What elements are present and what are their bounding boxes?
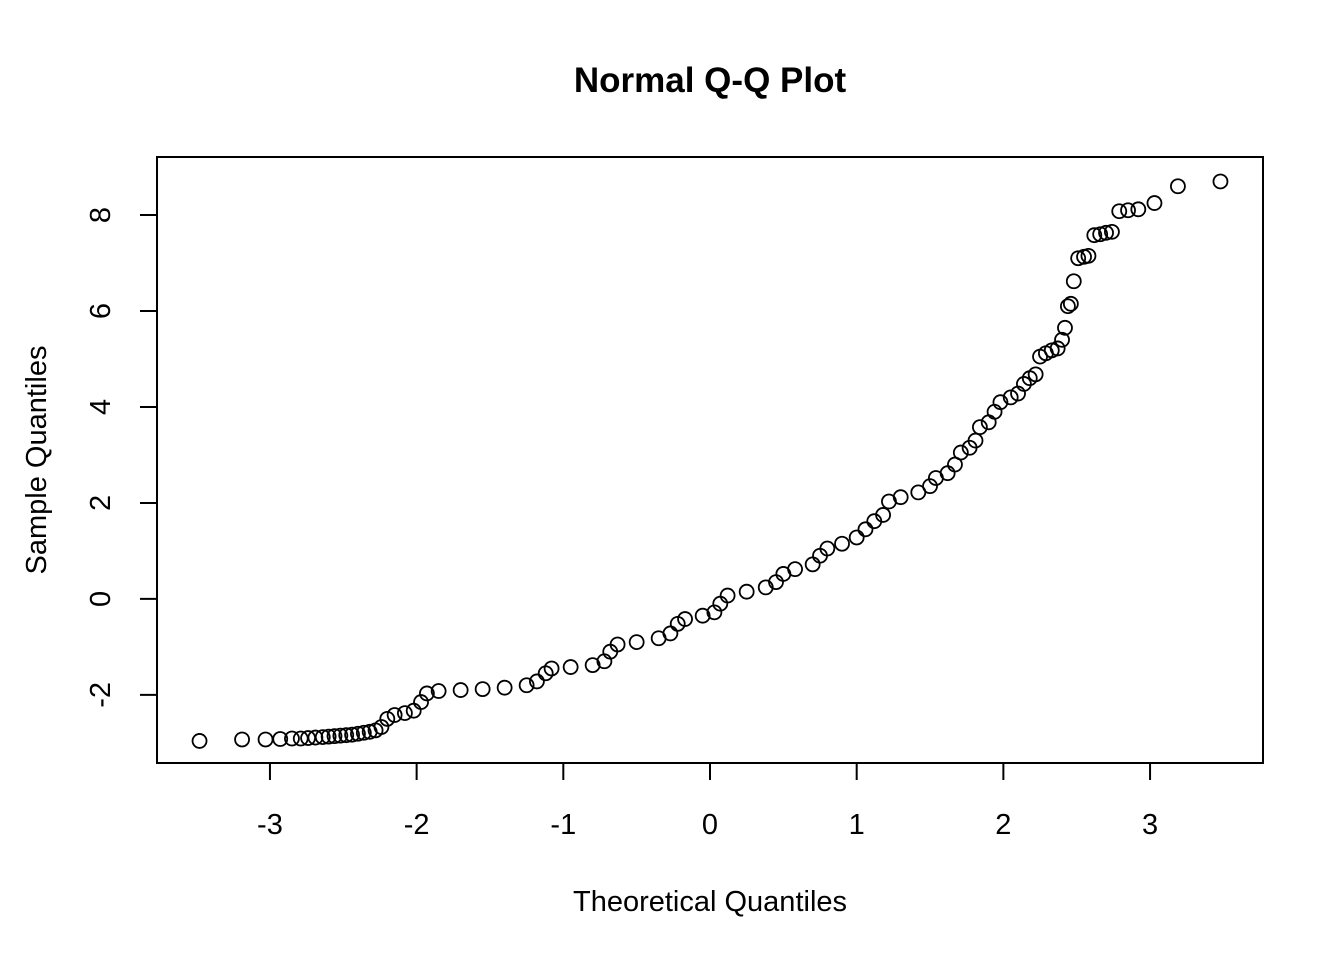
point [350, 725, 366, 742]
x-tick-label: -1 [550, 809, 576, 841]
point [332, 727, 349, 744]
point [1057, 319, 1073, 336]
y-axis-label: Sample Quantiles [21, 346, 53, 575]
point [418, 685, 435, 702]
point [1098, 224, 1114, 241]
point [452, 682, 469, 698]
x-tick-label: 2 [995, 809, 1011, 841]
y-tick-label: 6 [85, 303, 117, 319]
x-tick-label: 1 [849, 809, 865, 841]
point [992, 394, 1009, 411]
point [386, 707, 403, 723]
point [1080, 247, 1097, 264]
point [1065, 273, 1082, 290]
point [405, 702, 422, 719]
point [1054, 331, 1070, 348]
point [1016, 376, 1032, 392]
x-tick-label: -2 [404, 809, 430, 841]
point [971, 419, 988, 436]
point [804, 556, 821, 573]
point [584, 657, 601, 674]
point [677, 611, 693, 627]
point [1170, 178, 1186, 195]
point [952, 444, 969, 461]
point [1146, 195, 1163, 211]
point [326, 728, 343, 745]
point [1027, 366, 1044, 383]
point [834, 535, 850, 552]
point [609, 636, 626, 653]
point [848, 529, 865, 546]
point [939, 465, 956, 482]
point [191, 733, 208, 749]
point [257, 731, 274, 748]
point [1070, 250, 1087, 267]
x-tick-label: -3 [257, 809, 283, 841]
point [1060, 298, 1076, 315]
point [1212, 173, 1229, 190]
point [518, 677, 535, 694]
point [1049, 340, 1066, 357]
point [379, 710, 396, 727]
point [430, 683, 447, 699]
x-tick-label: 0 [702, 809, 718, 841]
point [396, 705, 413, 721]
point [628, 634, 645, 650]
point [234, 731, 250, 748]
y-tick-label: 8 [85, 207, 117, 223]
point [272, 731, 289, 747]
point [922, 478, 938, 495]
y-tick-label: -2 [85, 682, 117, 708]
point [344, 726, 360, 743]
point [719, 587, 736, 604]
point [1092, 226, 1109, 243]
point [1130, 201, 1147, 218]
y-tick-label: 4 [85, 399, 117, 415]
point [819, 540, 836, 557]
chart-title: Normal Q-Q Plot [574, 61, 847, 100]
x-axis-label: Theoretical Quantiles [573, 886, 847, 918]
point [284, 730, 300, 747]
point [1062, 295, 1079, 312]
point [338, 727, 355, 744]
point [1002, 389, 1019, 406]
point [355, 724, 372, 741]
point [787, 561, 803, 578]
point [562, 659, 579, 675]
point [857, 521, 874, 538]
point [1086, 227, 1103, 244]
point [1104, 223, 1120, 240]
point [1111, 203, 1128, 220]
point [314, 729, 331, 745]
point [662, 625, 679, 642]
point [694, 607, 711, 624]
x-tick-label: 3 [1142, 809, 1158, 841]
y-tick-label: 2 [85, 495, 117, 511]
point [474, 681, 491, 698]
y-tick-label: 0 [85, 591, 117, 607]
point [875, 507, 891, 523]
point [706, 604, 723, 621]
point [543, 660, 560, 677]
point [320, 728, 337, 745]
plot-frame [156, 156, 1264, 764]
point [1120, 202, 1136, 219]
point [496, 679, 513, 696]
point [892, 489, 909, 506]
point [738, 583, 755, 600]
point [413, 694, 429, 710]
point [373, 719, 390, 735]
point [529, 673, 545, 690]
